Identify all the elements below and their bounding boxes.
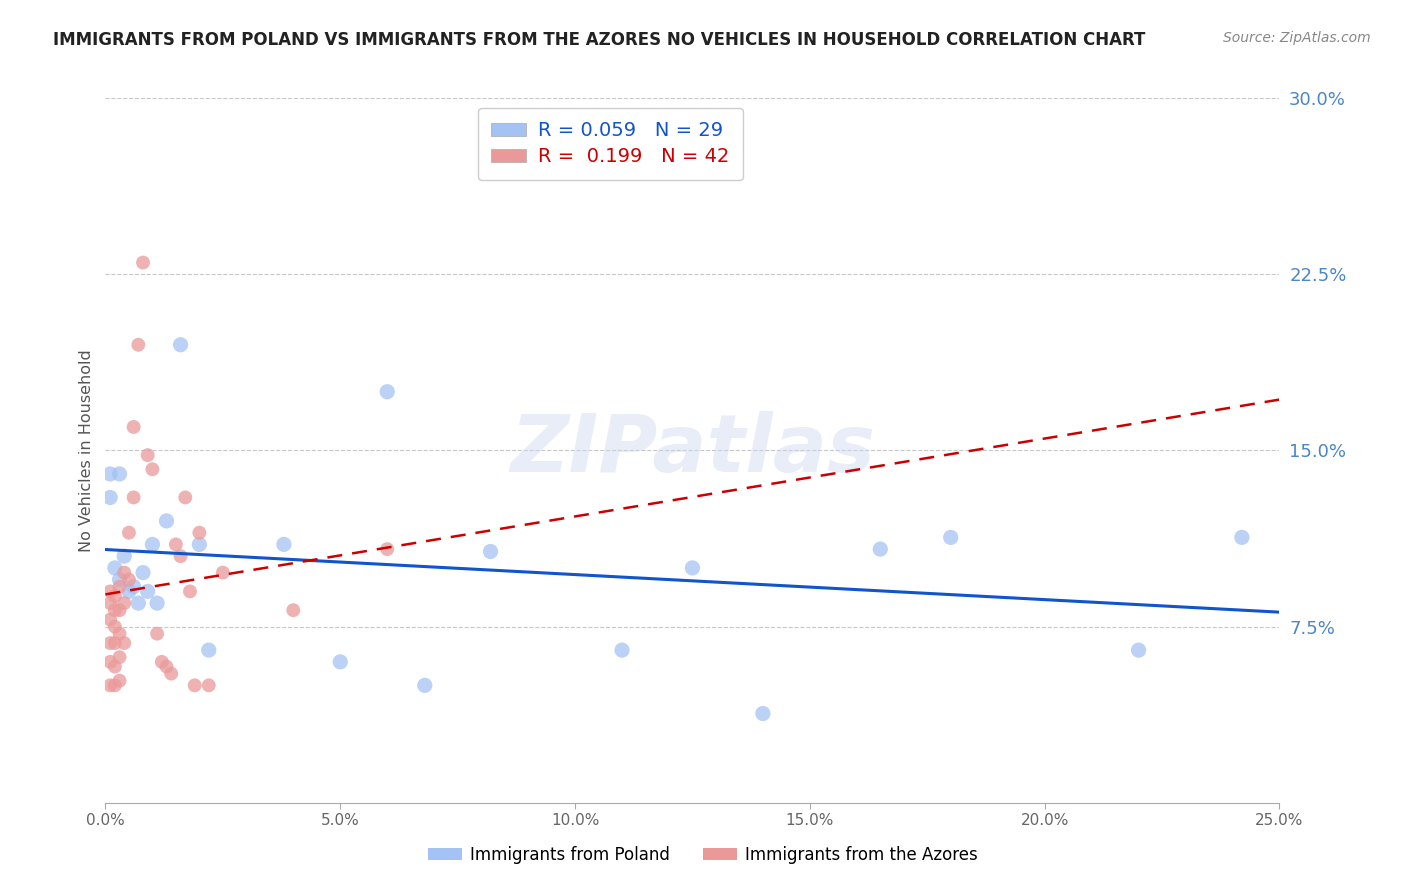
Text: IMMIGRANTS FROM POLAND VS IMMIGRANTS FROM THE AZORES NO VEHICLES IN HOUSEHOLD CO: IMMIGRANTS FROM POLAND VS IMMIGRANTS FRO… <box>53 31 1146 49</box>
Point <box>118 584 141 599</box>
Point <box>141 462 163 476</box>
Point <box>98 613 121 627</box>
Point <box>112 549 135 564</box>
Point <box>104 636 127 650</box>
Point <box>122 420 145 434</box>
Point <box>413 678 436 692</box>
Point <box>122 580 145 594</box>
Point <box>155 514 177 528</box>
Point <box>375 542 398 557</box>
Point <box>98 596 121 610</box>
Point <box>197 678 219 692</box>
Legend: Immigrants from Poland, Immigrants from the Azores: Immigrants from Poland, Immigrants from … <box>422 839 984 871</box>
Point <box>169 549 191 564</box>
Point <box>183 678 205 692</box>
Point <box>108 603 131 617</box>
Legend: R = 0.059   N = 29, R =  0.199   N = 42: R = 0.059 N = 29, R = 0.199 N = 42 <box>478 108 742 180</box>
Point <box>112 566 135 580</box>
Point <box>112 596 135 610</box>
Point <box>329 655 352 669</box>
Point <box>146 626 169 640</box>
Point <box>179 584 201 599</box>
Point <box>104 589 127 603</box>
Point <box>479 544 502 558</box>
Point <box>188 525 211 540</box>
Point <box>108 650 131 665</box>
Point <box>1230 530 1253 544</box>
Point <box>141 537 163 551</box>
Y-axis label: No Vehicles in Household: No Vehicles in Household <box>79 349 94 552</box>
Point <box>146 596 169 610</box>
Point <box>127 338 149 352</box>
Point <box>150 655 173 669</box>
Text: ZIPatlas: ZIPatlas <box>510 411 875 490</box>
Point <box>211 566 233 580</box>
Point <box>869 542 891 557</box>
Point <box>98 467 121 481</box>
Point <box>375 384 398 399</box>
Point <box>188 537 211 551</box>
Point <box>752 706 775 721</box>
Point <box>118 525 141 540</box>
Point <box>939 530 962 544</box>
Point <box>197 643 219 657</box>
Point <box>160 666 183 681</box>
Text: Source: ZipAtlas.com: Source: ZipAtlas.com <box>1223 31 1371 45</box>
Point <box>112 636 135 650</box>
Point <box>104 603 127 617</box>
Point <box>104 659 127 673</box>
Point <box>104 620 127 634</box>
Point <box>283 603 305 617</box>
Point <box>108 467 131 481</box>
Point <box>108 580 131 594</box>
Point <box>174 491 197 505</box>
Point <box>108 673 131 688</box>
Point <box>127 596 149 610</box>
Point <box>122 491 145 505</box>
Point <box>610 643 633 657</box>
Point <box>132 566 155 580</box>
Point <box>98 636 121 650</box>
Point <box>681 561 703 575</box>
Point <box>104 561 127 575</box>
Point <box>136 448 159 462</box>
Point <box>98 491 121 505</box>
Point <box>1128 643 1150 657</box>
Point <box>273 537 295 551</box>
Point <box>118 573 141 587</box>
Point <box>169 338 191 352</box>
Point <box>98 678 121 692</box>
Point <box>165 537 187 551</box>
Point <box>132 255 155 269</box>
Point <box>155 659 177 673</box>
Point <box>98 584 121 599</box>
Point <box>104 678 127 692</box>
Point <box>98 655 121 669</box>
Point <box>108 626 131 640</box>
Point <box>136 584 159 599</box>
Point <box>108 573 131 587</box>
